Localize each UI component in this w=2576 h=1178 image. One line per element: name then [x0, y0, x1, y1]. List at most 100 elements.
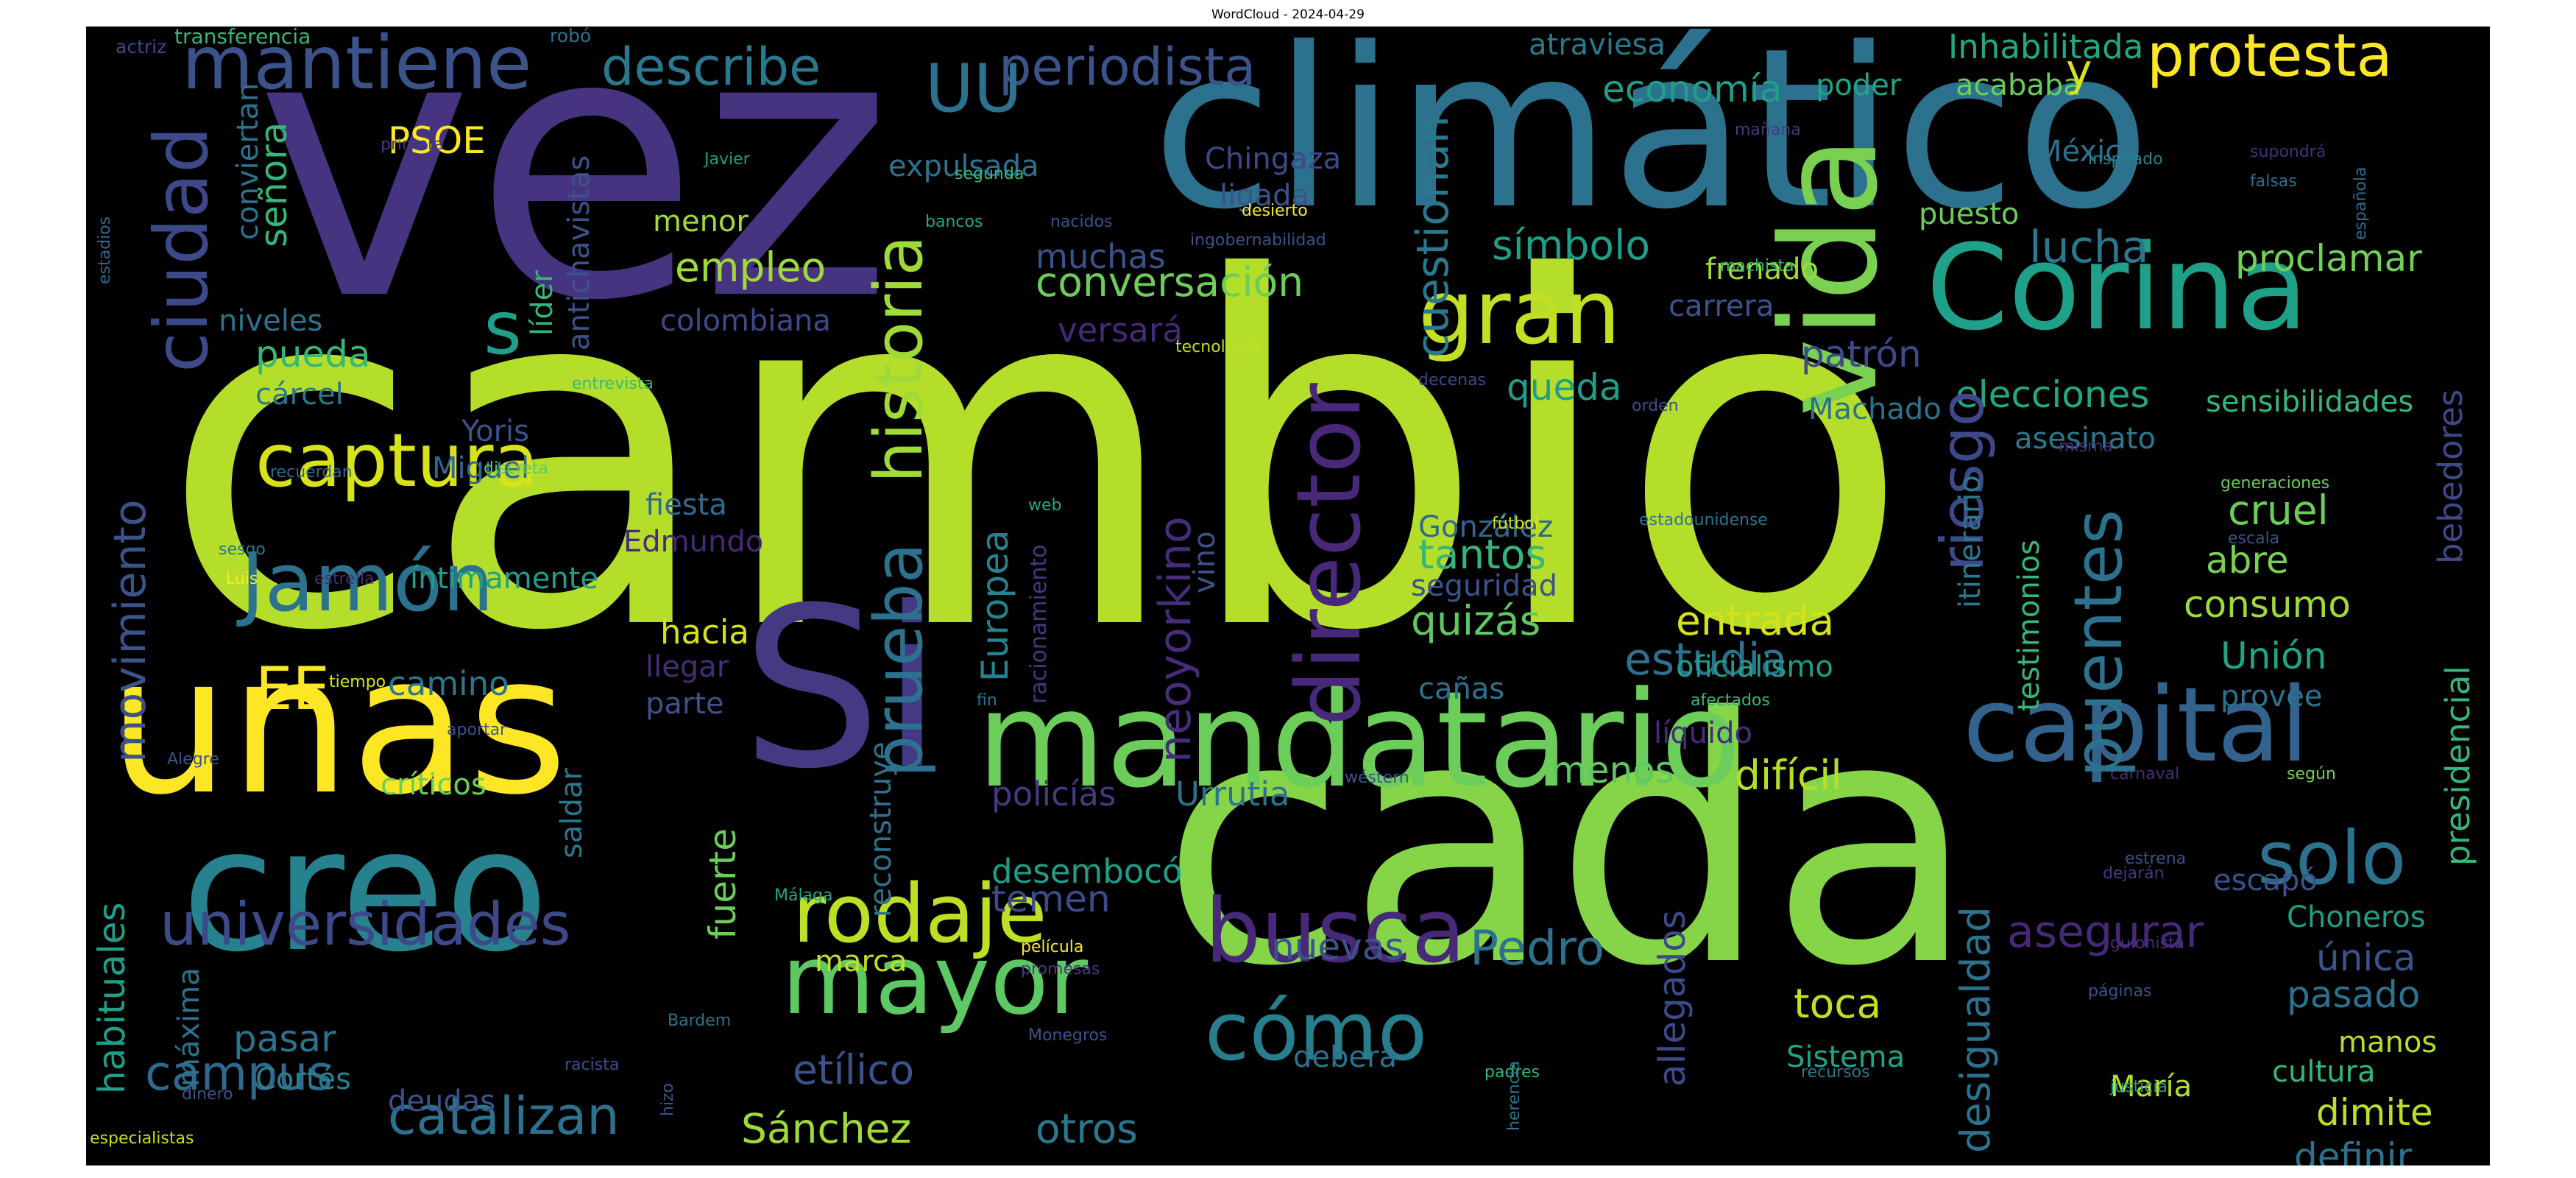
word-110: líquido — [1654, 716, 1752, 750]
word-186: habituales — [91, 902, 133, 1094]
word-64: pasado — [2287, 973, 2421, 1016]
word-142: Luis — [226, 570, 258, 588]
word-130: inspirado — [2088, 150, 2163, 169]
word-184: fuerte — [701, 828, 744, 939]
word-2: cada — [1161, 646, 1977, 1040]
word-122: nacidos — [1050, 213, 1113, 231]
word-147: fin — [977, 691, 997, 710]
word-138: web — [1028, 496, 1062, 515]
word-125: entrevista — [572, 375, 654, 393]
word-149: wéstern — [1345, 769, 1409, 787]
word-195: bebedores — [2431, 389, 2470, 564]
word-113: actriz — [116, 36, 167, 57]
word-11: busca — [1205, 881, 1466, 983]
word-175: conviertan — [231, 82, 265, 240]
word-41: cruel — [2228, 487, 2329, 534]
word-194: presidencial — [2438, 666, 2477, 866]
word-79: versará — [1058, 311, 1183, 350]
word-173: movimiento — [105, 499, 156, 763]
word-189: desigualdad — [1952, 906, 1999, 1153]
word-140: discreta — [484, 459, 548, 478]
word-179: cuestionan — [1407, 116, 1459, 358]
word-198: hizo — [659, 1082, 677, 1116]
word-164: padres — [1485, 1063, 1540, 1082]
word-155: película — [1021, 938, 1084, 956]
word-57: Urrutia — [1175, 775, 1290, 814]
word-162: Monegros — [1028, 1026, 1108, 1045]
word-141: sesgo — [219, 540, 266, 559]
word-119: segunda — [955, 165, 1025, 183]
word-74: UU — [925, 50, 1022, 127]
word-22: universidades — [160, 890, 571, 959]
word-73: y — [2066, 45, 2092, 96]
word-187: máxima — [172, 967, 206, 1087]
word-156: promesas — [1021, 960, 1100, 978]
word-86: ligada — [1220, 179, 1310, 213]
word-20: protesta — [2147, 27, 2393, 90]
word-136: estadounidense — [1639, 511, 1768, 529]
word-44: Unión — [2221, 635, 2327, 677]
word-54: temen — [991, 878, 1111, 920]
word-146: Alegre — [167, 750, 219, 769]
word-6: mandatario — [977, 663, 1742, 817]
word-98: Edmundo — [623, 525, 764, 559]
word-108: cañas — [1418, 672, 1505, 706]
word-148: afectados — [1691, 691, 1770, 710]
word-131: supondrá — [2250, 143, 2326, 161]
word-63: manos — [2338, 1026, 2438, 1059]
word-17: Si — [741, 560, 943, 817]
wordcloud-canvas: cambio vez cada climático unas creo mandatario… — [86, 27, 2490, 1165]
word-23: catalizan — [388, 1086, 620, 1146]
word-154: Málaga — [774, 886, 833, 905]
word-180: Europea — [974, 529, 1016, 682]
word-36: tantos — [1418, 531, 1546, 578]
word-160: Bardem — [668, 1012, 732, 1030]
word-117: primera — [381, 135, 445, 154]
word-58: Sistema — [1786, 1040, 1906, 1074]
word-135: escala — [2228, 529, 2280, 548]
word-38: entrada — [1676, 597, 1835, 644]
word-55: desembocó — [991, 852, 1183, 891]
word-59: María — [2110, 1070, 2193, 1104]
word-105: críticos — [381, 768, 486, 802]
word-8: capital — [1963, 666, 2310, 786]
word-197: herencia — [1505, 1060, 1524, 1131]
word-4: unas — [108, 615, 568, 837]
word-169: historia — [860, 235, 938, 483]
word-16: gran — [1418, 262, 1621, 364]
word-100: camino — [388, 664, 509, 703]
word-167: especialistas — [90, 1129, 194, 1148]
word-37: quizás — [1411, 597, 1541, 644]
word-46: menos — [1551, 749, 1674, 791]
word-128: machista — [1720, 257, 1794, 275]
word-67: asegurar — [2007, 906, 2204, 958]
word-159: páginas — [2088, 982, 2152, 1001]
word-52: Cortés — [255, 1062, 351, 1096]
word-168: ciudad — [138, 126, 224, 373]
word-29: toca — [1794, 980, 1882, 1027]
word-50: otros — [1036, 1105, 1138, 1152]
word-104: parte — [645, 687, 724, 721]
word-18: s — [484, 285, 523, 371]
word-124: tecnología — [1175, 338, 1260, 356]
word-42: abre — [2206, 539, 2289, 582]
word-176: estadios — [96, 216, 114, 284]
word-28: Pedro — [1470, 921, 1605, 976]
word-134: generaciones — [2221, 474, 2330, 493]
word-83: pueda — [255, 333, 371, 375]
word-14: captura — [255, 417, 539, 504]
word-51: pasar — [233, 1017, 336, 1060]
word-192: itinerario — [1953, 475, 1987, 608]
word-1: vez — [255, 27, 893, 381]
word-161: racista — [565, 1056, 620, 1074]
word-19: solo — [2257, 815, 2407, 901]
word-178: antichavistas — [562, 155, 596, 350]
word-30: símbolo — [1492, 222, 1651, 269]
word-185: saldar — [555, 768, 589, 858]
word-32: proclamar — [2235, 237, 2422, 280]
word-5: creo — [182, 793, 549, 990]
word-21: mantiene — [182, 27, 532, 106]
word-88: puesto — [1919, 197, 2020, 231]
word-24: campus — [145, 1046, 333, 1101]
word-85: Chingaza — [1205, 142, 1342, 176]
